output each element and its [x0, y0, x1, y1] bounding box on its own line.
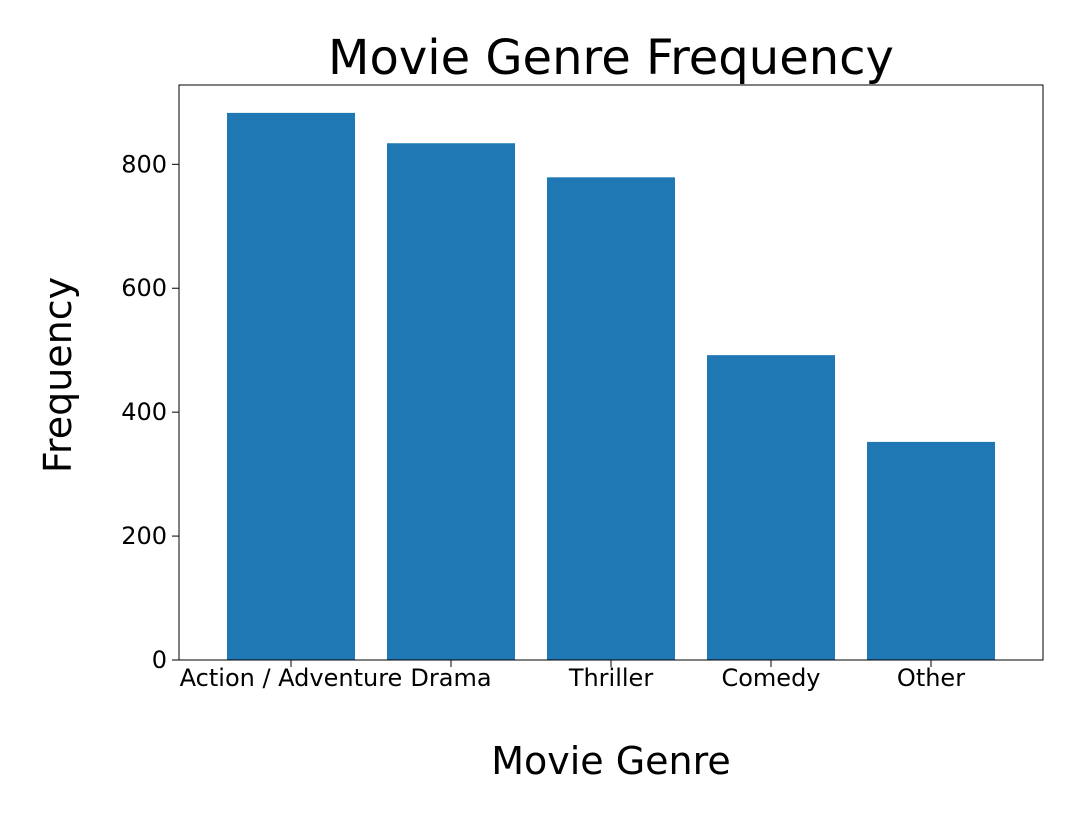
- x-tick-label: Other: [897, 664, 965, 692]
- x-tick-label: Drama: [410, 664, 491, 692]
- bar-0: [227, 112, 355, 660]
- y-tick-label: 200: [121, 522, 167, 550]
- bar-1: [387, 143, 515, 661]
- x-axis-label: Movie Genre: [491, 739, 731, 783]
- y-tick-label: 800: [121, 150, 167, 178]
- x-tick-label: Comedy: [721, 664, 820, 692]
- bar-3: [707, 355, 835, 660]
- y-tick-label: 400: [121, 398, 167, 426]
- plot-area: 0 200 400 600 800 Action / Adventure Drama Thri…: [121, 84, 1044, 692]
- y-tick-label: 600: [121, 274, 167, 302]
- x-tick-label: Action / Adventure: [180, 664, 403, 692]
- bar-4: [867, 441, 995, 660]
- chart-title: Movie Genre Frequency: [328, 30, 894, 86]
- bar-2: [547, 177, 675, 660]
- x-tick-label: Thriller: [568, 664, 654, 692]
- y-tick-label: 0: [152, 646, 167, 674]
- y-axis-label: Frequency: [36, 277, 80, 473]
